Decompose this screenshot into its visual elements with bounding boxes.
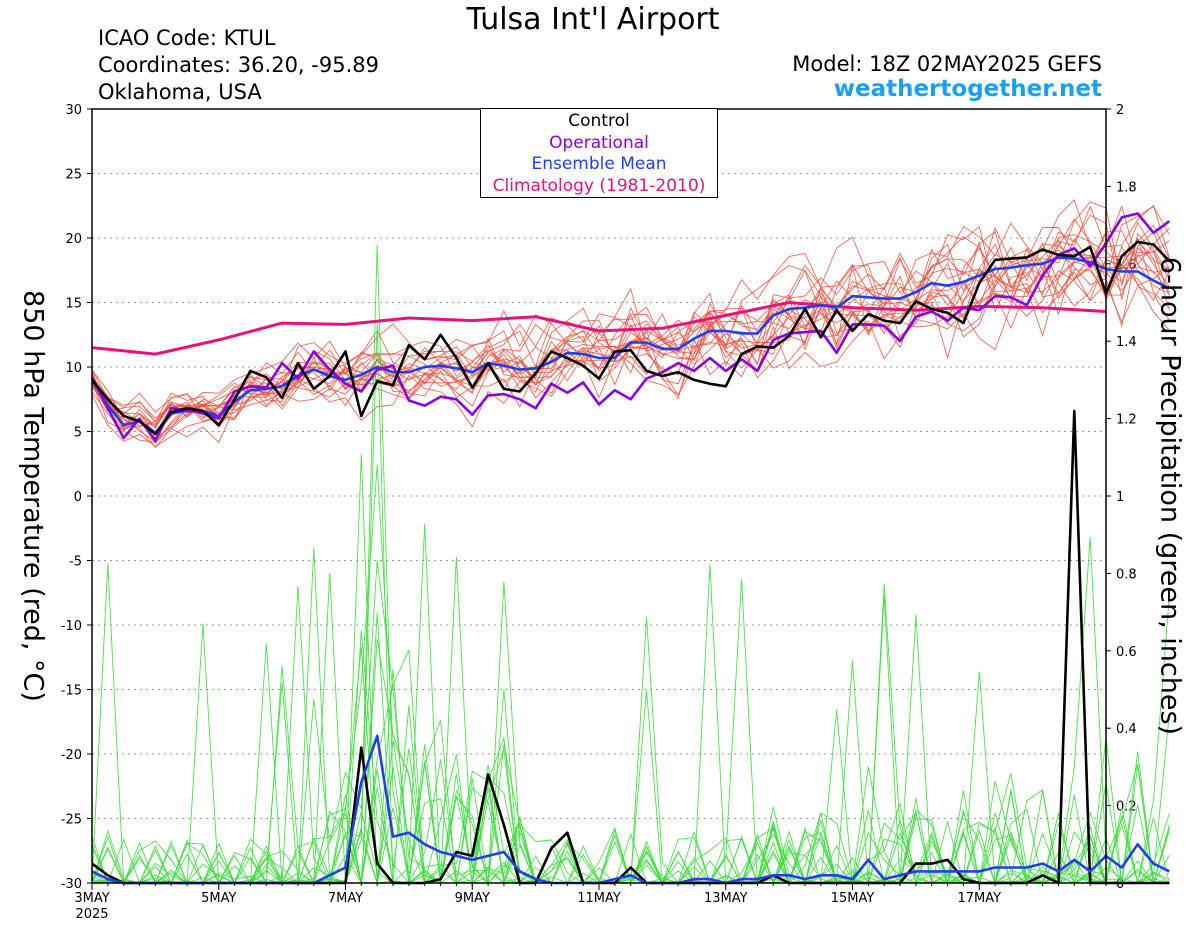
y-tick-label: 25 [65,168,82,183]
y-tick-label: 20 [65,232,82,247]
operational-temperature-line [90,212,1171,442]
x-tick-label: 17MAY [957,891,1001,906]
site-name[interactable]: weathertogether.net [833,76,1102,102]
y-tick-label: -30 [61,877,82,892]
x-tick-label: 13MAY [704,891,748,906]
legend-ensemble-mean: Ensemble Mean [531,154,667,174]
y-tick-label: -20 [61,748,82,763]
temperature-member-line [91,205,1170,439]
legend-operational: Operational [549,132,649,153]
x-tick-year: 2025 [75,907,108,922]
y2-tick-label: 2 [1116,103,1124,118]
x-tick-label: 11MAY [577,891,621,906]
y-axis-title: 850 hPa Temperature (red, °C) [17,290,49,702]
x-tick-label: 7MAY [328,891,363,906]
y2-tick-label: 1 [1116,490,1124,505]
y-tick-label: 0 [74,490,82,505]
temperature-member-line [91,204,1170,428]
precip-member-line [91,705,1170,885]
y2-tick-label: 1.4 [1116,335,1137,350]
y-tick-label: 5 [74,426,82,441]
temperature-member-line [91,237,1170,449]
x-tick-label: 3MAY [74,891,109,906]
precip-member-line [92,244,1170,885]
y-tick-label: -15 [61,684,82,699]
precip-ensemble-members [91,244,1170,885]
precip-member-line [92,454,1170,885]
control-temperature-line [90,240,1171,436]
temperature-member-line [91,231,1170,439]
y-tick-label: -25 [61,813,82,828]
x-tick-label: 9MAY [455,891,490,906]
precip-member-line [91,666,1170,885]
y2-tick-label: 0.2 [1116,800,1137,815]
ensemble-mean-temperature-line [90,256,1170,435]
plot-frame [91,108,1107,884]
temperature-member-line [91,224,1170,431]
legend-control: Control [568,111,630,131]
x-tick-label: 15MAY [831,891,875,906]
y2-tick-label: 0.8 [1116,567,1137,582]
y2-tick-label: 0.6 [1116,645,1137,660]
y2-tick-label: 1.8 [1116,180,1137,195]
legend: Control Operational Ensemble Mean Climat… [480,108,718,198]
y-tick-label: -5 [69,555,82,570]
precip-member-line [91,630,1170,885]
temperature-member-line [91,243,1170,430]
temperature-member-line [91,198,1170,423]
precip-member-line [91,323,1170,885]
y2-tick-label: 1.2 [1116,413,1137,428]
temperature-ensemble-members [91,198,1170,449]
location: Oklahoma, USA [98,80,262,104]
temperature-member-line [91,251,1170,445]
y-tick-label: 10 [65,361,82,376]
y-tick-label: 30 [65,103,82,118]
chart-title: Tulsa Int'l Airport [466,2,720,37]
coordinates: Coordinates: 36.20, -95.89 [98,53,379,77]
y-tick-label: 15 [65,297,82,312]
y2-tick-label: 0.4 [1116,722,1137,737]
icao-code: ICAO Code: KTUL [98,26,276,50]
x-tick-label: 5MAY [201,891,236,906]
y-tick-label: -10 [61,619,82,634]
y2-tick-label: 0 [1116,877,1124,892]
precip-member-line [91,464,1170,885]
y2-axis-title: 6-hour Precipitation (green, inches) [1154,256,1186,736]
temperature-member-line [91,214,1170,429]
legend-climatology: Climatology (1981-2010) [492,175,706,196]
model-run: Model: 18Z 02MAY2025 GEFS [792,52,1102,76]
